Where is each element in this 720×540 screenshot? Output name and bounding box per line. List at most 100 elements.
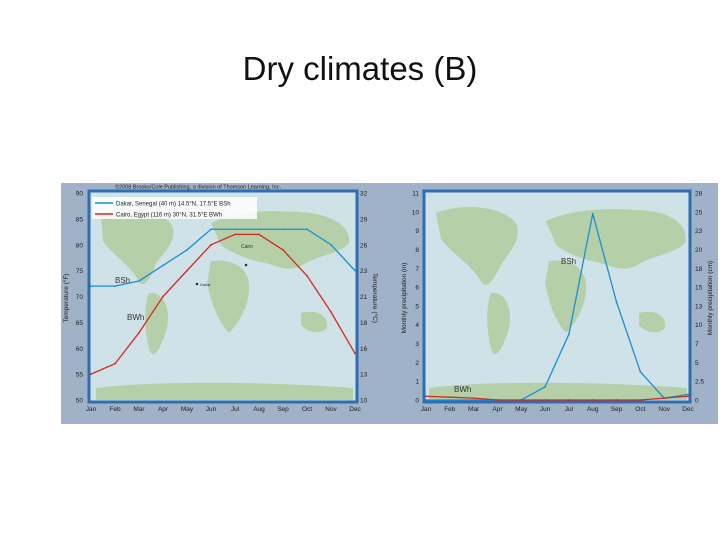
temp-series-1-point [114, 362, 116, 365]
precip-ytick-right-label: 7 [695, 341, 699, 348]
precip-ytick-label: 8 [415, 247, 419, 254]
temp-series-0-line [91, 228, 356, 287]
precip-series-0-point [544, 385, 546, 388]
precip-ytick-right-label: 13 [695, 303, 703, 310]
temp-series-0-point [162, 264, 164, 267]
precip-series-1-point [687, 395, 689, 398]
temp-ytick-label: 85 [76, 216, 84, 223]
figure-svg: Jan Feb Mar Apr May Jun Jul Aug Sep Oct Nov Dec5055… [62, 184, 714, 414]
temp-series-0-point [306, 228, 308, 231]
precip-bsh-label: BSh [561, 257, 576, 266]
precip-series-1-point [639, 399, 642, 401]
temp-series-0-point [210, 228, 212, 231]
precip-xtick-label: Nov [658, 406, 670, 413]
bsh-label: BSh [115, 276, 130, 285]
precip-ytick-label: 7 [415, 266, 419, 273]
precip-series-1-point [568, 399, 570, 401]
precip-xtick-label: Apr [492, 406, 503, 413]
temp-ytick-label: 50 [76, 398, 84, 405]
precip-ytick-label: 4 [415, 322, 419, 329]
precip-ytick-right-label: 0 [695, 398, 699, 405]
temp-ytick-label: 70 [76, 294, 84, 301]
precip-series-1-point [591, 399, 594, 401]
precip-ytick-right-label: 18 [695, 266, 703, 273]
precip-series-0-point [425, 399, 427, 401]
precip-series-1-point [663, 397, 666, 400]
temp-xtick-label: Sep [277, 406, 289, 413]
right-ylabel-right: Monthly precipitation (cm) [707, 261, 714, 335]
precip-series-0-point [615, 301, 618, 304]
precip-xtick-label: Jan [421, 406, 432, 413]
temp-xtick-label: Aug [253, 406, 265, 413]
precipitation-axes: Jan Feb Mar Apr May Jun Jul Aug Sep Oct Nov Dec0123… [412, 191, 705, 414]
precip-ytick-right-label: 10 [695, 322, 703, 329]
temperature-marks [90, 228, 356, 376]
precip-ytick-right-label: 23 [695, 228, 703, 235]
temp-ytick-label: 60 [76, 346, 84, 353]
precip-ytick-label: 1 [415, 379, 419, 386]
temp-xtick-label: Jul [231, 406, 240, 413]
left-ylabel-right: Temperature (°C) [371, 273, 379, 323]
legend-dakar: Dakar, Senegal (40 m) 14.5°N, 17.5°E BSh [116, 202, 231, 208]
cairo-dot [244, 263, 248, 267]
precip-ytick-label: 10 [412, 209, 420, 216]
temp-series-0-point [330, 243, 332, 246]
legend-box [92, 197, 257, 219]
temp-series-0-point [354, 269, 356, 272]
temp-ytick-right-label: 23 [360, 268, 368, 275]
temp-ytick-label: 75 [76, 268, 84, 275]
temp-ytick-right-label: 10 [360, 398, 368, 405]
precip-ytick-label: 0 [415, 398, 419, 405]
temp-series-1-point [90, 373, 92, 376]
precip-ytick-right-label: 5 [695, 360, 699, 367]
temp-ytick-right-label: 26 [360, 242, 368, 249]
bwh-label: BWh [127, 313, 144, 322]
temp-series-1-point [258, 233, 260, 236]
precip-series-0-point [591, 212, 594, 215]
temp-xtick-label: Jun [206, 406, 217, 413]
precip-series-1-point [520, 399, 523, 401]
temp-series-1-point [210, 243, 212, 246]
precip-xtick-label: Sep [611, 406, 623, 413]
climate-figure: Jan Feb Mar Apr May Jun Jul Aug Sep Oct Nov Dec 50 55… [61, 183, 718, 424]
temp-ytick-right-label: 13 [360, 372, 368, 379]
precip-ytick-label: 3 [415, 341, 419, 348]
precip-xtick-label: Feb [444, 406, 456, 413]
precip-ytick-label: 9 [415, 228, 419, 235]
precip-series-1-point [615, 399, 618, 401]
temperature-axes: Jan Feb Mar Apr May Jun Jul Aug Sep Oct Nov Dec 50 55… [76, 191, 368, 414]
precip-ytick-right-label: 25 [695, 209, 703, 216]
precip-series-1-point [425, 395, 427, 398]
temp-series-1-line [90, 233, 356, 375]
precip-xtick-label: May [515, 406, 528, 413]
temp-ytick-right-label: 21 [360, 294, 368, 301]
temp-series-1-point [306, 274, 308, 277]
precipitation-panel: Jan Feb Mar Apr May Jun Jul Aug Sep Oct Nov Dec0123… [401, 189, 714, 414]
temp-ytick-right-label: 32 [360, 191, 368, 198]
copyright: ©2008 Brooks/Cole Publishing, a division… [115, 184, 281, 191]
temperature-panel: Jan Feb Mar Apr May Jun Jul Aug Sep Oct Nov Dec 50 55… [62, 184, 379, 414]
cairo-label: Cairo [241, 244, 253, 250]
temp-series-1-point [162, 295, 164, 298]
precip-ytick-label: 6 [415, 285, 419, 292]
temp-series-0-point [90, 285, 92, 288]
precip-series-0-point [448, 399, 451, 401]
temp-ytick-label: 80 [76, 242, 84, 249]
precip-ytick-right-label: 15 [695, 285, 703, 292]
precip-ytick-label: 11 [412, 191, 419, 198]
precip-ytick-right-label: 28 [695, 191, 703, 198]
precip-ytick-right-label: 20 [695, 247, 703, 254]
precip-series-1-point [472, 397, 475, 400]
precip-series-1-point [448, 396, 451, 399]
dakar-dot [195, 282, 199, 286]
temp-series-0-point [258, 228, 260, 231]
precip-series-1-point [496, 399, 499, 401]
temp-xtick-label: Nov [325, 406, 337, 413]
temp-series-0-point [282, 228, 284, 231]
temp-xtick-label: Feb [109, 406, 121, 413]
legend-cairo: Cairo, Egypt (116 m) 30°N, 31.5°E BWh [116, 213, 222, 219]
right-ylabel: Monthly precipitation (in) [401, 263, 408, 334]
precipitation-map-background [429, 207, 687, 400]
temp-series-0-point [186, 249, 188, 251]
precip-xtick-label: Jun [540, 406, 551, 413]
